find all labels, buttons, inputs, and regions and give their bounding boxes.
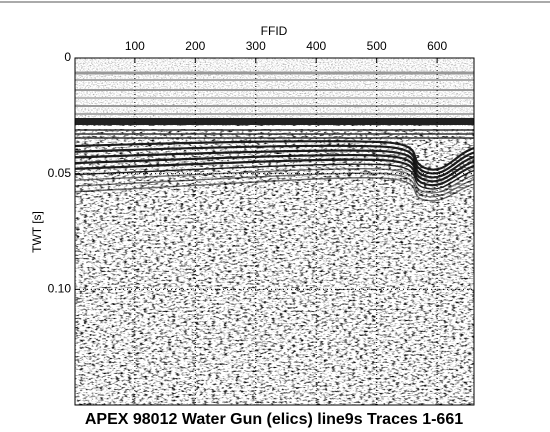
y-tick-label: 0	[64, 50, 71, 64]
x-tick-label: 500	[367, 39, 387, 53]
band	[75, 172, 474, 198]
band	[75, 163, 474, 190]
band	[75, 126, 474, 129]
chart-title: APEX 98012 Water Gun (elics) line9s Trac…	[85, 411, 463, 428]
band	[75, 144, 474, 175]
band	[75, 167, 474, 194]
band	[75, 140, 474, 171]
seismic-image	[75, 58, 474, 405]
y-axis-label: TWT [s]	[30, 211, 44, 253]
band	[75, 177, 474, 202]
x-axis-label: FFID	[261, 24, 288, 38]
x-tick-label: 100	[125, 39, 145, 53]
band	[75, 158, 474, 187]
y-tick-label: 0.05	[48, 166, 72, 180]
y-tick-label: 0.10	[48, 282, 72, 296]
plot-frame	[74, 57, 475, 406]
x-tick-label: 400	[306, 39, 326, 53]
x-tick-label: 600	[427, 39, 447, 53]
x-tick-label: 300	[246, 39, 266, 53]
band	[75, 153, 474, 183]
band	[75, 149, 474, 179]
x-tick-label: 200	[185, 39, 205, 53]
band	[75, 118, 474, 125]
